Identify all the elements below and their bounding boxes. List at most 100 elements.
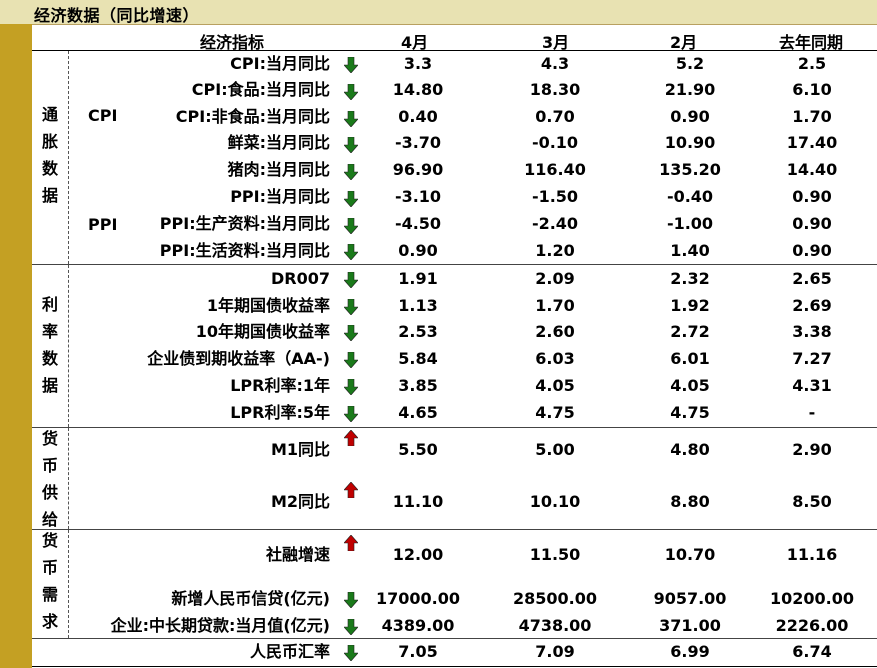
row-value-4: 17.40 <box>786 133 838 152</box>
divider-group-rates <box>68 265 69 427</box>
row-value-1: 0.90 <box>398 241 438 260</box>
row-value-4: 6.74 <box>792 642 832 661</box>
row-label: M2同比 <box>270 493 330 511</box>
row-value-2: -2.40 <box>531 214 579 233</box>
row-value-3: 1.92 <box>670 296 710 315</box>
header-march: 3月 <box>542 33 570 52</box>
row-value-3: 10.90 <box>664 133 716 152</box>
row-label: 10年期国债收益率 <box>195 323 330 341</box>
row-value-1: 3.3 <box>403 54 433 73</box>
row-label: 新增人民币信贷(亿元) <box>171 590 330 608</box>
row-value-1: 1.13 <box>398 296 438 315</box>
row-label: PPI:当月同比 <box>230 188 330 206</box>
row-value-3: 1.40 <box>670 241 710 260</box>
rule-bottom <box>32 666 877 667</box>
row-value-4: 2.69 <box>792 296 832 315</box>
down-arrow-icon <box>344 191 358 207</box>
down-arrow-icon <box>344 164 358 180</box>
row-value-4: 2.5 <box>797 54 827 73</box>
row-value-4: 2.90 <box>792 440 832 459</box>
row-value-3: 2.32 <box>670 269 710 288</box>
down-arrow-icon <box>344 84 358 100</box>
row-value-1: 12.00 <box>392 545 444 564</box>
row-value-3: 6.99 <box>670 642 710 661</box>
row-label: PPI:生产资料:当月同比 <box>159 215 330 233</box>
row-value-2: 6.03 <box>535 349 575 368</box>
header-february: 2月 <box>670 33 698 52</box>
group-inflation: 通胀数据 <box>41 105 58 205</box>
row-value-3: 8.80 <box>670 492 710 511</box>
rule-after-inflation <box>32 264 877 265</box>
group-money-demand: 货币需求 <box>41 531 58 631</box>
row-value-2: 2.60 <box>535 322 575 341</box>
row-value-2: 1.70 <box>535 296 575 315</box>
row-value-1: -3.10 <box>394 187 442 206</box>
divider-group-money-demand <box>68 530 69 638</box>
row-value-1: 5.50 <box>398 440 438 459</box>
down-arrow-icon <box>344 218 358 234</box>
row-value-1: 2.53 <box>398 322 438 341</box>
down-arrow-icon <box>344 325 358 341</box>
row-value-1: 0.40 <box>398 107 438 126</box>
row-value-4: 2226.00 <box>775 616 849 635</box>
row-label: CPI:当月同比 <box>230 55 330 73</box>
row-value-2: 4.05 <box>535 376 575 395</box>
row-label: 企业债到期收益率（AA-) <box>147 350 330 368</box>
row-value-2: 10.10 <box>529 492 581 511</box>
row-value-2: 1.20 <box>535 241 575 260</box>
row-value-2: 4.3 <box>540 54 570 73</box>
row-value-3: 21.90 <box>664 80 716 99</box>
row-value-1: 11.10 <box>392 492 444 511</box>
divider-group-inflation <box>68 51 69 264</box>
row-value-2: 7.09 <box>535 642 575 661</box>
row-value-4: 2.65 <box>792 269 832 288</box>
row-value-4: 4.31 <box>792 376 832 395</box>
row-value-4: 7.27 <box>792 349 832 368</box>
down-arrow-icon <box>344 272 358 288</box>
side-band <box>0 24 32 668</box>
row-label: 社融增速 <box>265 546 330 564</box>
row-value-3: 371.00 <box>659 616 721 635</box>
subgroup-ppi: PPI <box>88 215 118 234</box>
rule-after-money-demand <box>32 638 877 639</box>
down-arrow-icon <box>344 57 358 73</box>
row-value-3: 4.80 <box>670 440 710 459</box>
row-value-3: 2.72 <box>670 322 710 341</box>
row-value-2: 0.70 <box>535 107 575 126</box>
header-april: 4月 <box>401 33 429 52</box>
row-value-3: 0.90 <box>670 107 710 126</box>
row-value-4: 3.38 <box>792 322 832 341</box>
row-value-4: 14.40 <box>786 160 838 179</box>
row-value-1: -4.50 <box>394 214 442 233</box>
row-label: 猪肉:当月同比 <box>227 161 330 179</box>
up-arrow-icon <box>344 430 358 446</box>
row-value-1: 4389.00 <box>381 616 455 635</box>
row-value-1: 96.90 <box>392 160 444 179</box>
subgroup-cpi: CPI <box>88 106 118 125</box>
row-label: CPI:食品:当月同比 <box>191 81 330 99</box>
row-label: 1年期国债收益率 <box>206 297 330 315</box>
row-value-1: 4.65 <box>398 403 438 422</box>
row-value-2: 4.75 <box>535 403 575 422</box>
down-arrow-icon <box>344 111 358 127</box>
row-label: 人民币汇率 <box>249 643 330 661</box>
row-label: PPI:生活资料:当月同比 <box>159 242 330 260</box>
row-value-3: 9057.00 <box>653 589 727 608</box>
row-value-4: 0.90 <box>792 214 832 233</box>
row-value-1: 17000.00 <box>375 589 460 608</box>
row-value-2: -0.10 <box>531 133 579 152</box>
row-value-1: 14.80 <box>392 80 444 99</box>
row-value-2: 5.00 <box>535 440 575 459</box>
row-value-3: 135.20 <box>659 160 721 179</box>
group-money-supply: 货币供给 <box>41 429 58 529</box>
row-value-4: 8.50 <box>792 492 832 511</box>
row-label: LPR利率:5年 <box>230 404 330 422</box>
row-value-4: - <box>808 403 816 422</box>
row-value-3: 10.70 <box>664 545 716 564</box>
row-value-3: -0.40 <box>666 187 714 206</box>
down-arrow-icon <box>344 379 358 395</box>
row-value-4: 10200.00 <box>769 589 854 608</box>
row-value-3: 5.2 <box>675 54 705 73</box>
row-value-3: -1.00 <box>666 214 714 233</box>
